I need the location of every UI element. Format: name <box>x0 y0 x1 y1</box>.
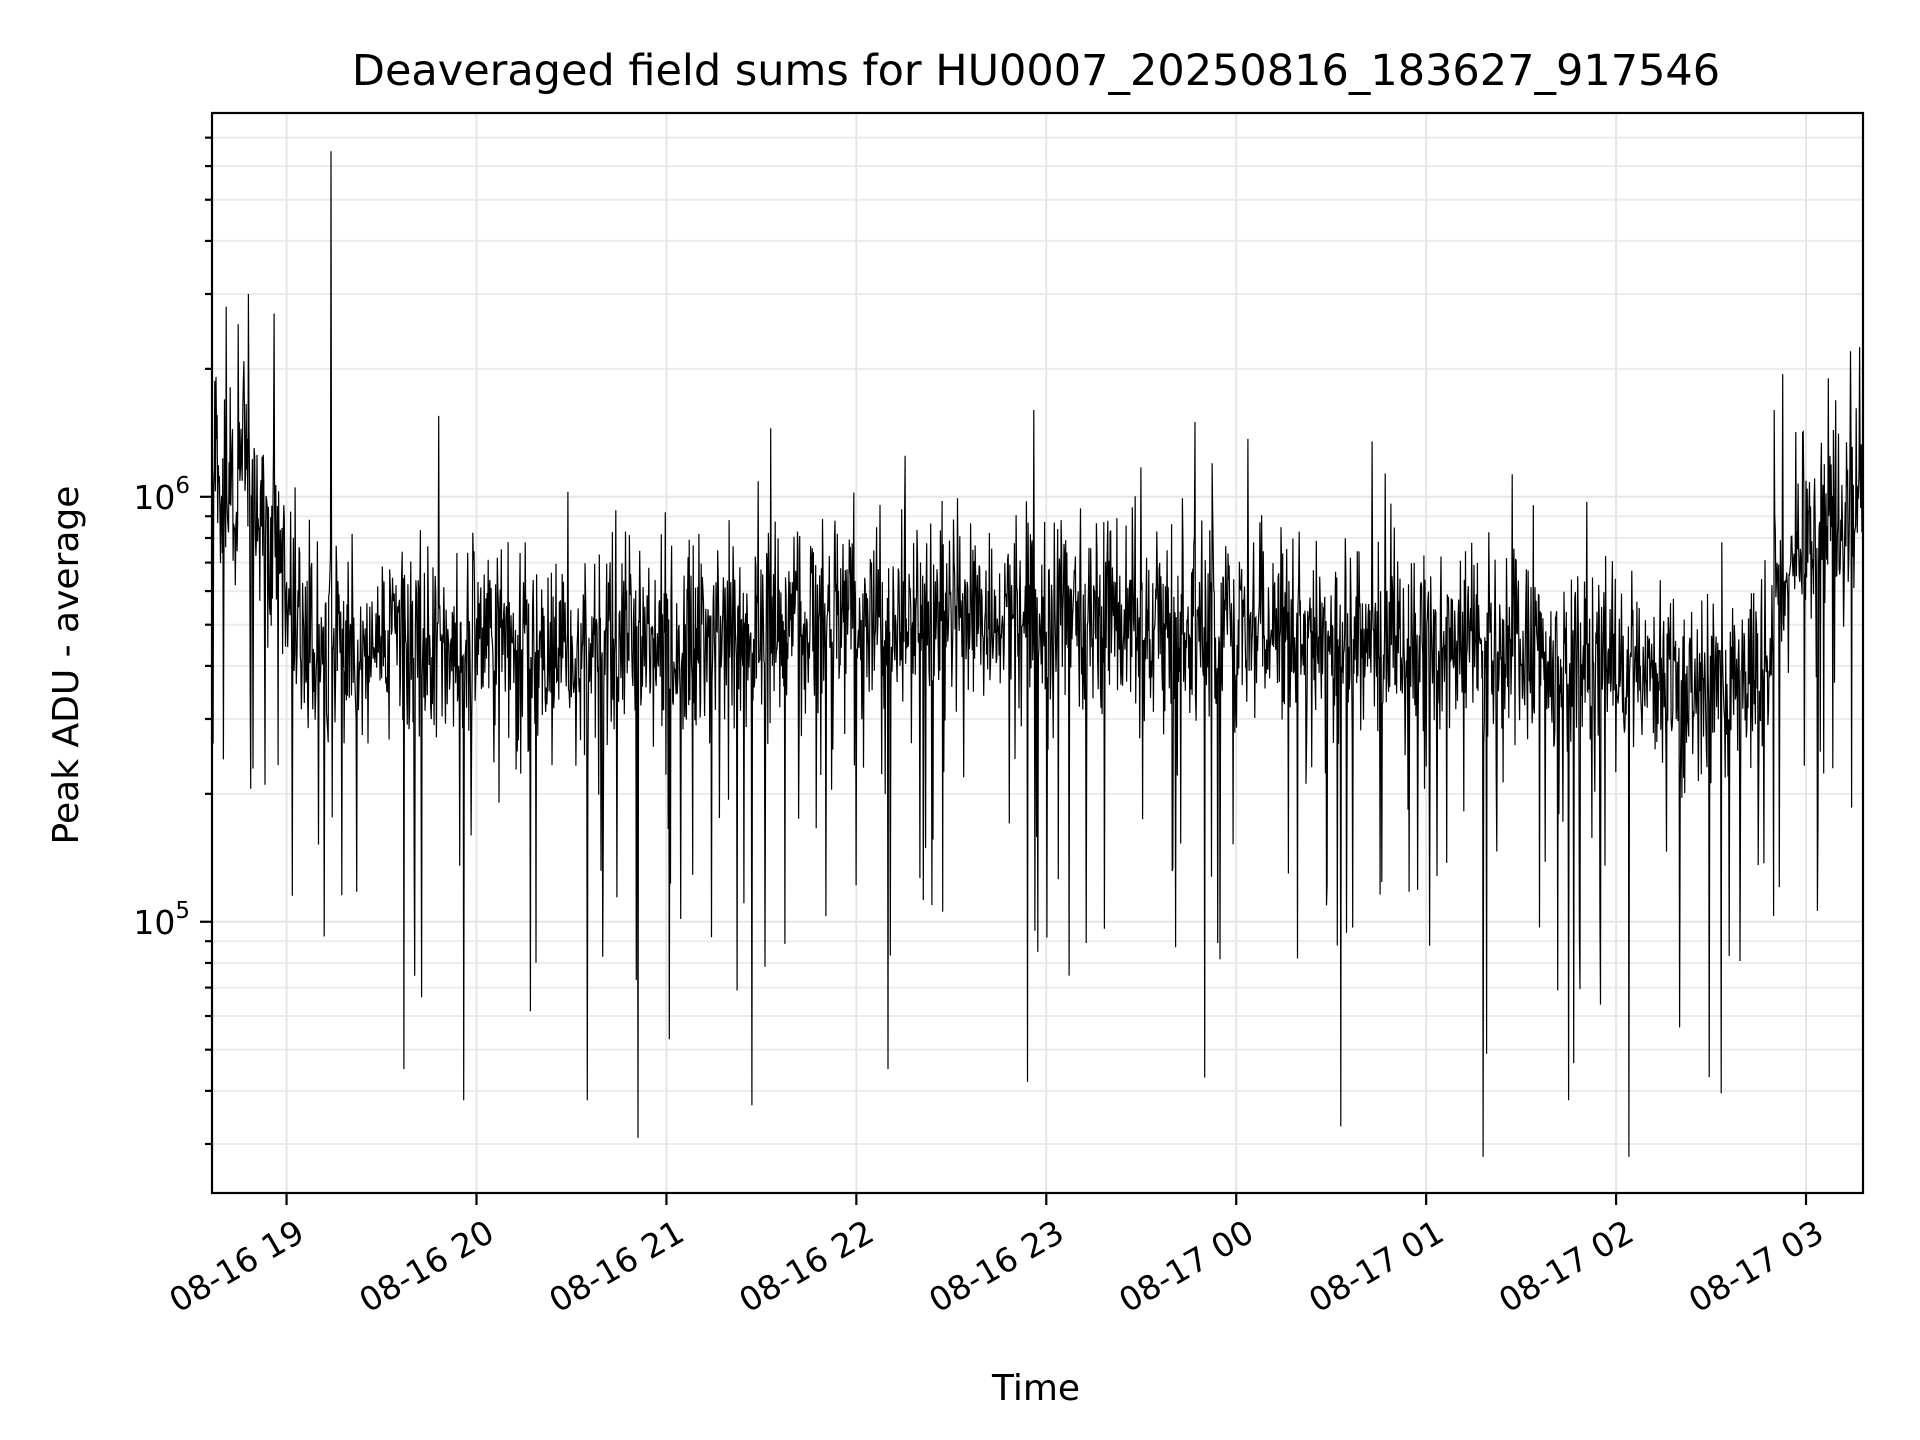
x-tick-label: 08-16 21 <box>542 1212 690 1320</box>
series-layer <box>211 151 1864 1157</box>
y-axis-label: Peak ADU - average <box>46 486 87 845</box>
x-tick-label: 08-16 23 <box>922 1212 1070 1320</box>
x-tick-label: 08-17 00 <box>1112 1212 1260 1320</box>
series-line <box>211 151 1864 1157</box>
x-tick-label: 08-17 02 <box>1492 1212 1640 1320</box>
y-tick-label: 105 <box>133 898 190 942</box>
x-axis-label: Time <box>991 1368 1080 1409</box>
y-tick-label: 106 <box>133 473 190 517</box>
x-tick-label: 08-16 20 <box>352 1212 500 1320</box>
x-tick-label: 08-16 22 <box>732 1212 880 1320</box>
x-tick-label: 08-16 19 <box>163 1212 311 1320</box>
y-axis: 105 106 <box>133 136 212 1146</box>
chart-title: Deaveraged field sums for HU0007_2025081… <box>352 46 1720 96</box>
plot-frame <box>210 111 1865 1195</box>
x-tick-label: 08-17 03 <box>1682 1212 1830 1320</box>
x-axis: 08-16 19 08-16 20 08-16 21 08-16 22 08-16 23… <box>163 1193 1830 1320</box>
x-tick-label: 08-17 01 <box>1302 1212 1450 1320</box>
